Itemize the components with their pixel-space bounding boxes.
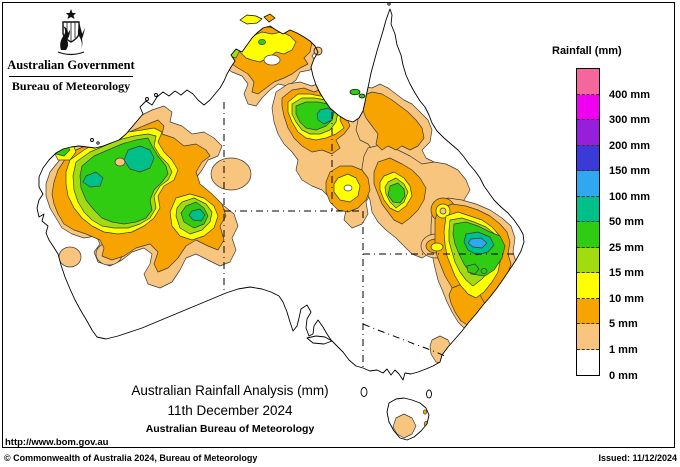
- map-subtitle: Australian Bureau of Meteorology: [145, 423, 315, 435]
- coastline: [36, 2, 525, 441]
- legend-cell: 5 mm: [577, 298, 638, 330]
- government-logo-block: Australian Government Bureau of Meteorol…: [5, 6, 137, 94]
- bom-url: http://www.bom.gov.au: [5, 437, 109, 448]
- legend-cell: 100 mm: [577, 171, 650, 203]
- legend-label: 400 mm: [609, 88, 650, 101]
- legend-label: 15 mm: [609, 267, 644, 279]
- government-title: Australian Government: [7, 58, 135, 72]
- island-fills: [239, 13, 366, 99]
- legend-cell: 400 mm: [577, 69, 650, 101]
- logo-divider: [9, 76, 133, 77]
- legend-label: 300 mm: [609, 114, 650, 126]
- legend-label: 25 mm: [609, 241, 644, 254]
- legend-label: 50 mm: [609, 216, 644, 228]
- map-title-block: Australian Rainfall Analysis (mm) 11th D…: [70, 383, 390, 435]
- legend-cell: 15 mm: [577, 247, 644, 279]
- legend-label: 10 mm: [609, 292, 644, 305]
- legend-label: 200 mm: [609, 139, 650, 152]
- map-title: Australian Rainfall Analysis (mm): [131, 383, 329, 398]
- legend-label: 0 mm: [609, 370, 638, 382]
- legend-label: 5 mm: [609, 318, 638, 330]
- issued-date: Issued: 11/12/2024: [598, 453, 677, 463]
- legend-cell: 50 mm: [577, 196, 644, 228]
- legend-title: Rainfall (mm): [552, 45, 622, 57]
- legend-cell: 150 mm: [577, 145, 650, 177]
- coat-of-arms-icon: [57, 9, 85, 56]
- legend-cell: 10 mm: [577, 273, 644, 305]
- state-borders: [223, 102, 517, 367]
- legend-cell: 300 mm: [577, 94, 650, 126]
- bureau-title: Bureau of Meteorology: [11, 79, 131, 93]
- legend-cell: 25 mm: [577, 222, 644, 254]
- copyright-text: © Commonwealth of Australia 2024, Bureau…: [4, 453, 258, 463]
- legend-label: 100 mm: [609, 190, 650, 203]
- legend-cell: 0 mm: [577, 349, 638, 382]
- legend-cell: 200 mm: [577, 120, 650, 152]
- map-date: 11th December 2024: [167, 403, 293, 418]
- legend-color-bar: 400 mm 300 mm 200 mm 150 mm 100 mm 50 mm 25 mm…: [576, 68, 650, 382]
- legend-label: 1 mm: [609, 343, 638, 356]
- rainfall-contours: [45, 21, 517, 439]
- legend-cell: 1 mm: [577, 324, 638, 356]
- legend-label: 150 mm: [609, 165, 650, 177]
